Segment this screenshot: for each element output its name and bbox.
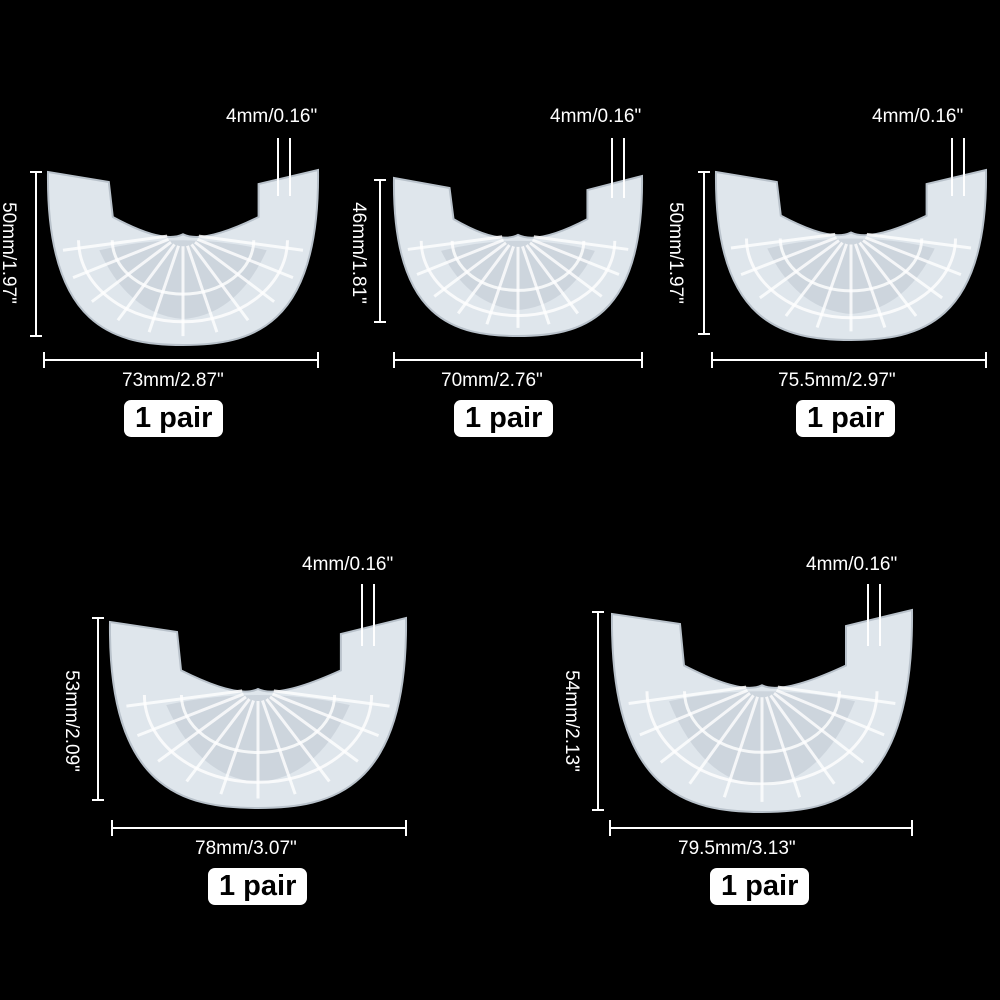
pad-shape <box>714 168 988 342</box>
pad-grid-arc <box>77 240 289 324</box>
pad-grid-arc <box>110 240 256 296</box>
quantity-badge: 1 pair <box>454 400 554 437</box>
product-1: 4mm/0.16" 50mm/1.97" 73mm/2.87" 1 pair <box>0 0 340 450</box>
pad-grid-line <box>457 244 511 315</box>
quantity-badge: 1 pair <box>208 868 308 905</box>
product-3: 4mm/0.16" 50mm/1.97" 75.5mm/2.97" 1 pair <box>0 0 1000 450</box>
product-5: 4mm/0.16" 54mm/2.13" 79.5mm/3.13" 1 pair <box>560 554 914 905</box>
pad-grid-arc <box>179 694 337 754</box>
quantity-badge: 1 pair <box>124 400 224 437</box>
pad-shape <box>610 608 914 814</box>
product-2: 4mm/0.16" 46mm/1.81" 70mm/2.76" 1 pair <box>0 0 680 450</box>
product-4: 4mm/0.16" 53mm/2.09" 78mm/3.07" 1 pair <box>0 0 500 920</box>
pad-grid-line <box>862 239 944 300</box>
pad-grid-line <box>196 237 294 280</box>
pad-grid-line <box>758 239 840 300</box>
pad-grid-line <box>90 241 172 303</box>
pad-grid-line <box>533 235 629 251</box>
pad-grid-line <box>194 241 276 303</box>
pad-grid-arc <box>683 691 841 754</box>
thickness-label: 4mm/0.16" <box>226 106 318 127</box>
quantity-badge: 1 pair <box>796 400 896 437</box>
pad-grid-arc <box>142 694 374 784</box>
pad-grid-line <box>407 235 503 251</box>
pad-grid-line <box>157 695 247 763</box>
pad-grid-arc <box>645 691 879 786</box>
pad-grid-line <box>433 241 507 298</box>
pad-grid-line <box>525 244 579 315</box>
pad-grid-arc <box>450 240 586 292</box>
width-label: 78mm/3.07" <box>195 838 297 859</box>
pad-grid-line <box>521 245 551 325</box>
pad-grid-line <box>740 236 838 276</box>
thickness-label: 4mm/0.16" <box>872 106 964 127</box>
thickness-label: 4mm/0.16" <box>302 554 394 575</box>
pad-image <box>92 584 408 836</box>
width-label: 75.5mm/2.97" <box>778 370 896 391</box>
pad-grid-line <box>72 237 170 280</box>
height-label: 54mm/2.13" <box>560 670 582 772</box>
pad-image <box>698 138 988 368</box>
pad-grid-line <box>485 245 515 325</box>
pad-image <box>374 138 644 368</box>
pad-grid-arc <box>745 238 957 320</box>
width-label: 70mm/2.76" <box>441 370 543 391</box>
thickness-label: 4mm/0.16" <box>806 554 898 575</box>
pad-grid-line <box>784 241 844 317</box>
pad-shape <box>392 174 644 338</box>
pad-grid-arc <box>419 240 617 318</box>
thickness-label: 4mm/0.16" <box>550 106 642 127</box>
pad-grid-line <box>136 692 245 737</box>
pad-shape <box>46 168 320 347</box>
pad-grid-line <box>531 238 620 276</box>
pad-shape <box>108 616 408 810</box>
width-label: 73mm/2.87" <box>122 370 224 391</box>
quantity-badge: 1 pair <box>710 868 810 905</box>
pad-image <box>592 584 914 836</box>
pad-grid-line <box>858 241 918 317</box>
pad-grid-line <box>864 236 962 276</box>
pad-grid-line <box>416 238 505 276</box>
pad-grid-arc <box>778 238 924 293</box>
pad-grid-line <box>529 241 603 298</box>
pad-image <box>30 138 320 368</box>
pad-grid-line <box>271 692 380 737</box>
width-label: 79.5mm/3.13" <box>678 838 796 859</box>
pad-grid-line <box>269 695 359 763</box>
